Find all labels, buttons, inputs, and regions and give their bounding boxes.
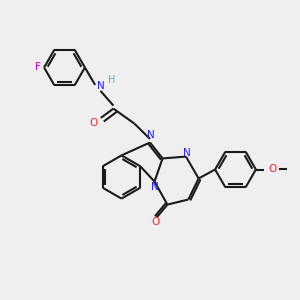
Text: N: N — [97, 80, 104, 91]
Text: N: N — [183, 148, 190, 158]
Text: F: F — [34, 62, 40, 73]
Text: O: O — [268, 164, 277, 174]
Text: N: N — [147, 130, 154, 140]
Text: H: H — [108, 75, 116, 85]
Text: N: N — [151, 182, 158, 192]
Text: O: O — [151, 217, 159, 227]
Text: O: O — [89, 118, 97, 128]
